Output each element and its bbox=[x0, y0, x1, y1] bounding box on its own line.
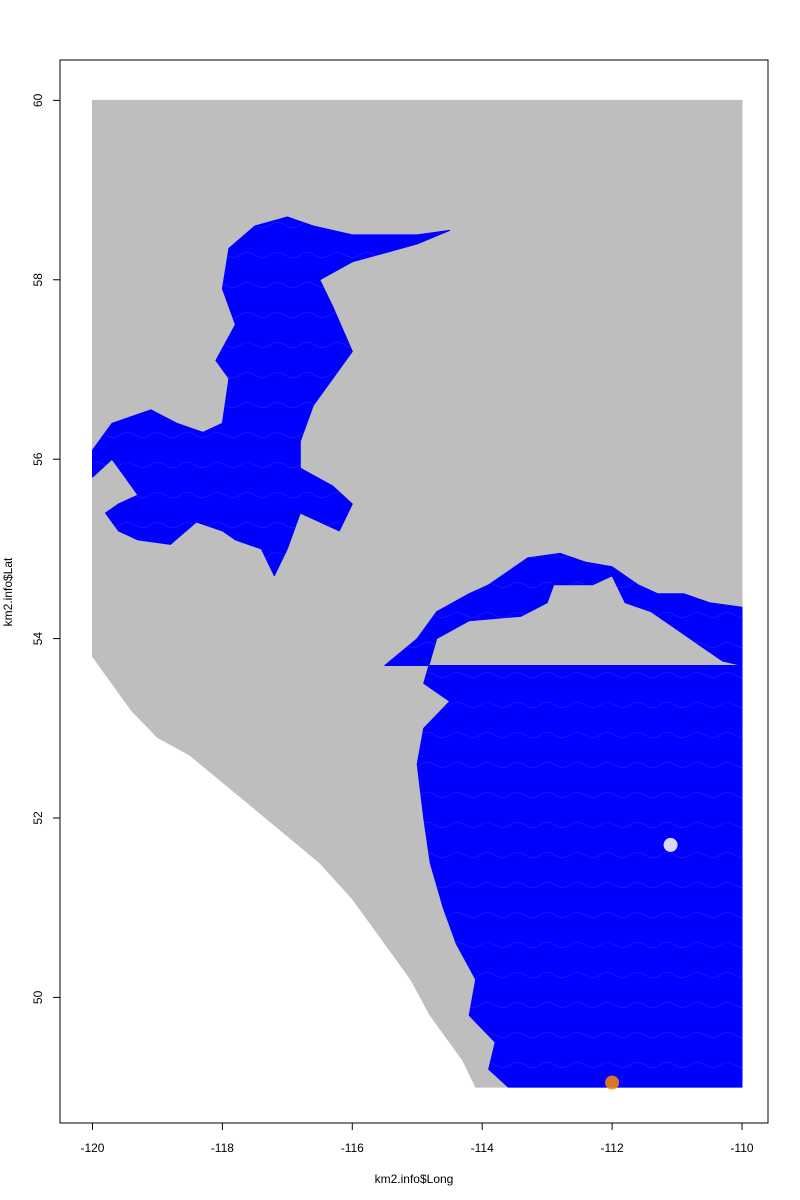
map-highlights bbox=[605, 837, 678, 1090]
x-tick-label: -110 bbox=[730, 1141, 753, 1155]
water-region-south-texture bbox=[384, 553, 742, 1088]
x-axis-label: km2.info$Long bbox=[375, 1172, 454, 1186]
y-axis: 50 52 54 56 58 60 bbox=[31, 93, 61, 1004]
x-tick-label: -114 bbox=[471, 1141, 494, 1155]
bright-spot bbox=[663, 837, 678, 852]
x-tick-label: -116 bbox=[341, 1141, 364, 1155]
y-tick-label: 58 bbox=[31, 273, 45, 287]
map-regions bbox=[92, 99, 743, 1088]
y-tick-label: 56 bbox=[31, 452, 45, 466]
y-axis-label: km2.info$Lat bbox=[1, 557, 15, 626]
x-tick-label: -120 bbox=[80, 1141, 104, 1155]
water-region-north-texture bbox=[92, 217, 450, 576]
y-tick-label: 52 bbox=[31, 811, 45, 825]
x-tick-label: -118 bbox=[211, 1141, 234, 1155]
y-tick-label: 50 bbox=[31, 990, 45, 1004]
x-tick-label: -112 bbox=[601, 1141, 624, 1155]
y-tick-label: 54 bbox=[31, 632, 45, 646]
y-tick-label: 60 bbox=[31, 93, 45, 107]
x-axis: -120 -118 -116 -114 -112 -110 bbox=[80, 1122, 754, 1155]
hotspot bbox=[605, 1075, 620, 1090]
